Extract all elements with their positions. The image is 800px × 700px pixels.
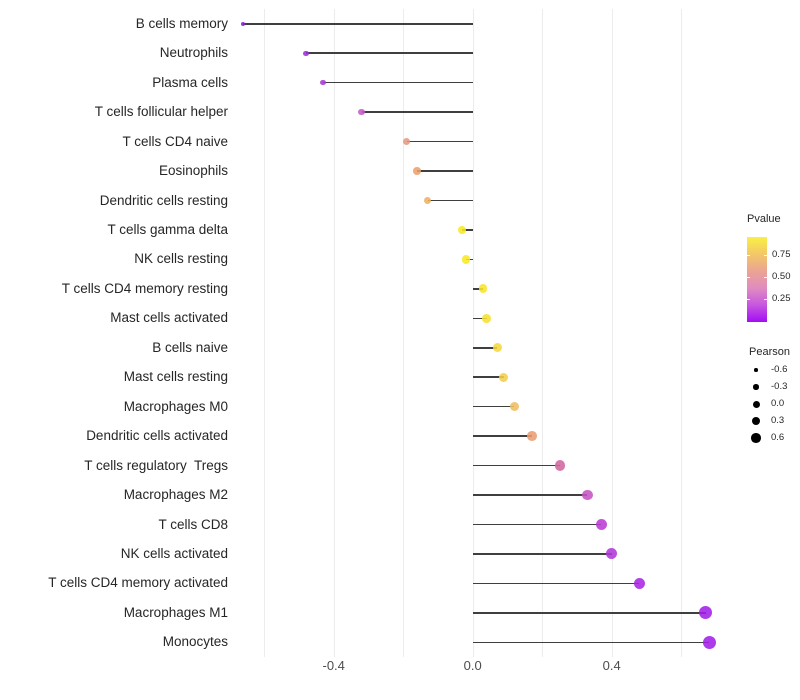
pvalue-tick-mark (764, 276, 767, 278)
pearson-size-label: -0.6 (771, 364, 788, 375)
pvalue-legend-title: Pvalue (747, 213, 781, 225)
pvalue-tick-label: 0.50 (772, 270, 791, 282)
lollipop-dot (461, 255, 470, 264)
gridline (403, 9, 405, 657)
category-label: Macrophages M1 (123, 604, 228, 620)
lollipop-dot (595, 519, 607, 530)
pvalue-tick-mark (747, 276, 750, 278)
category-label: Plasma cells (152, 74, 228, 90)
pvalue-tick-label: 0.25 (772, 293, 791, 305)
pearson-size-label: -0.3 (771, 381, 788, 392)
category-label: T cells CD4 memory resting (61, 280, 228, 296)
gridline (542, 9, 544, 657)
lollipop-stem (472, 553, 612, 555)
lollipop-dot (606, 548, 618, 560)
lollipop-stem (417, 170, 473, 172)
lollipop-dot (413, 167, 421, 175)
x-tick-label: -0.4 (322, 658, 345, 673)
category-label: T cells CD4 memory activated (48, 575, 228, 591)
category-label: B cells naive (152, 339, 228, 355)
pearson-size-dot (751, 433, 761, 443)
category-label: T cells CD8 (158, 516, 228, 532)
gridline (681, 9, 683, 657)
pvalue-tick-mark (747, 299, 750, 301)
pvalue-tick-mark (764, 254, 767, 256)
pearson-size-dot (754, 368, 758, 372)
lollipop-stem (472, 405, 515, 408)
lollipop-dot (702, 635, 716, 649)
lollipop-stem (323, 81, 473, 84)
lollipop-dot (554, 460, 565, 471)
lollipop-dot (423, 196, 432, 205)
lollipop-stem (462, 229, 473, 231)
lollipop-stem (361, 111, 473, 113)
category-label: Monocytes (162, 634, 228, 650)
category-label: T cells gamma delta (107, 221, 228, 237)
gridline (264, 9, 266, 657)
lollipop-stem (472, 435, 532, 437)
category-label: T cells regulatory Tregs (84, 457, 228, 473)
lollipop-dot (241, 21, 246, 26)
pvalue-tick-mark (747, 254, 750, 256)
lollipop-dot (358, 108, 365, 116)
category-label: Eosinophils (158, 163, 228, 178)
lollipop-stem (472, 317, 487, 319)
lollipop-dot (303, 50, 309, 56)
pearson-size-dot (751, 416, 761, 426)
category-label: Dendritic cells resting (99, 192, 228, 208)
lollipop-stem (305, 52, 473, 54)
lollipop-dot (499, 372, 509, 382)
category-label: Dendritic cells activated (86, 428, 228, 444)
pearson-size-dot (752, 400, 760, 408)
lollipop-stem (243, 23, 473, 25)
category-label: T cells CD4 naive (122, 133, 228, 149)
category-label: Macrophages M2 (123, 487, 228, 502)
lollipop-stem (472, 523, 602, 526)
lollipop-stem (472, 288, 484, 290)
category-label: Mast cells activated (110, 310, 228, 326)
lollipop-stem (472, 494, 588, 496)
lollipop-dot (699, 606, 713, 620)
category-label: B cells memory (135, 15, 228, 31)
lollipop-dot (492, 343, 502, 353)
lollipop-stem (472, 376, 504, 378)
lollipop-dot (633, 577, 646, 590)
category-label: NK cells activated (120, 545, 228, 561)
gridline (472, 9, 474, 657)
x-tick-label: 0.4 (602, 658, 621, 673)
pvalue-tick-mark (764, 299, 767, 301)
category-label: Mast cells resting (123, 369, 228, 385)
pearson-size-label: 0.6 (771, 432, 785, 443)
pearson-size-dot (753, 384, 759, 390)
lollipop-dot (526, 431, 537, 441)
category-label: NK cells resting (134, 251, 228, 267)
lollipop-dot (320, 79, 327, 86)
lollipop-stem (472, 464, 560, 467)
category-label: T cells follicular helper (94, 104, 228, 120)
pvalue-gradient-bar (747, 237, 767, 322)
x-tick-label: 0.0 (463, 658, 482, 673)
pearson-size-label: 0.3 (771, 415, 785, 426)
category-label: Macrophages M0 (123, 398, 228, 414)
gridline (333, 9, 335, 657)
pearson-size-label: 0.0 (771, 398, 785, 409)
lollipop-dot (509, 402, 519, 412)
lollipop-stem (472, 641, 710, 643)
gridline (611, 9, 613, 657)
lollipop-dot (582, 489, 593, 501)
pvalue-tick-label: 0.75 (772, 248, 791, 260)
lollipop-stem (472, 612, 706, 614)
lollipop-dot (478, 284, 488, 294)
lollipop-stem (427, 199, 473, 202)
lollipop-dot (458, 225, 467, 235)
lollipop-dot (403, 137, 411, 146)
lollipop-stem (472, 347, 497, 349)
lollipop-dot (482, 313, 491, 323)
lollipop-stem (406, 140, 473, 143)
lollipop-stem (472, 582, 640, 585)
pearson-legend-title: Pearson (749, 346, 790, 358)
category-label: Neutrophils (159, 45, 228, 61)
